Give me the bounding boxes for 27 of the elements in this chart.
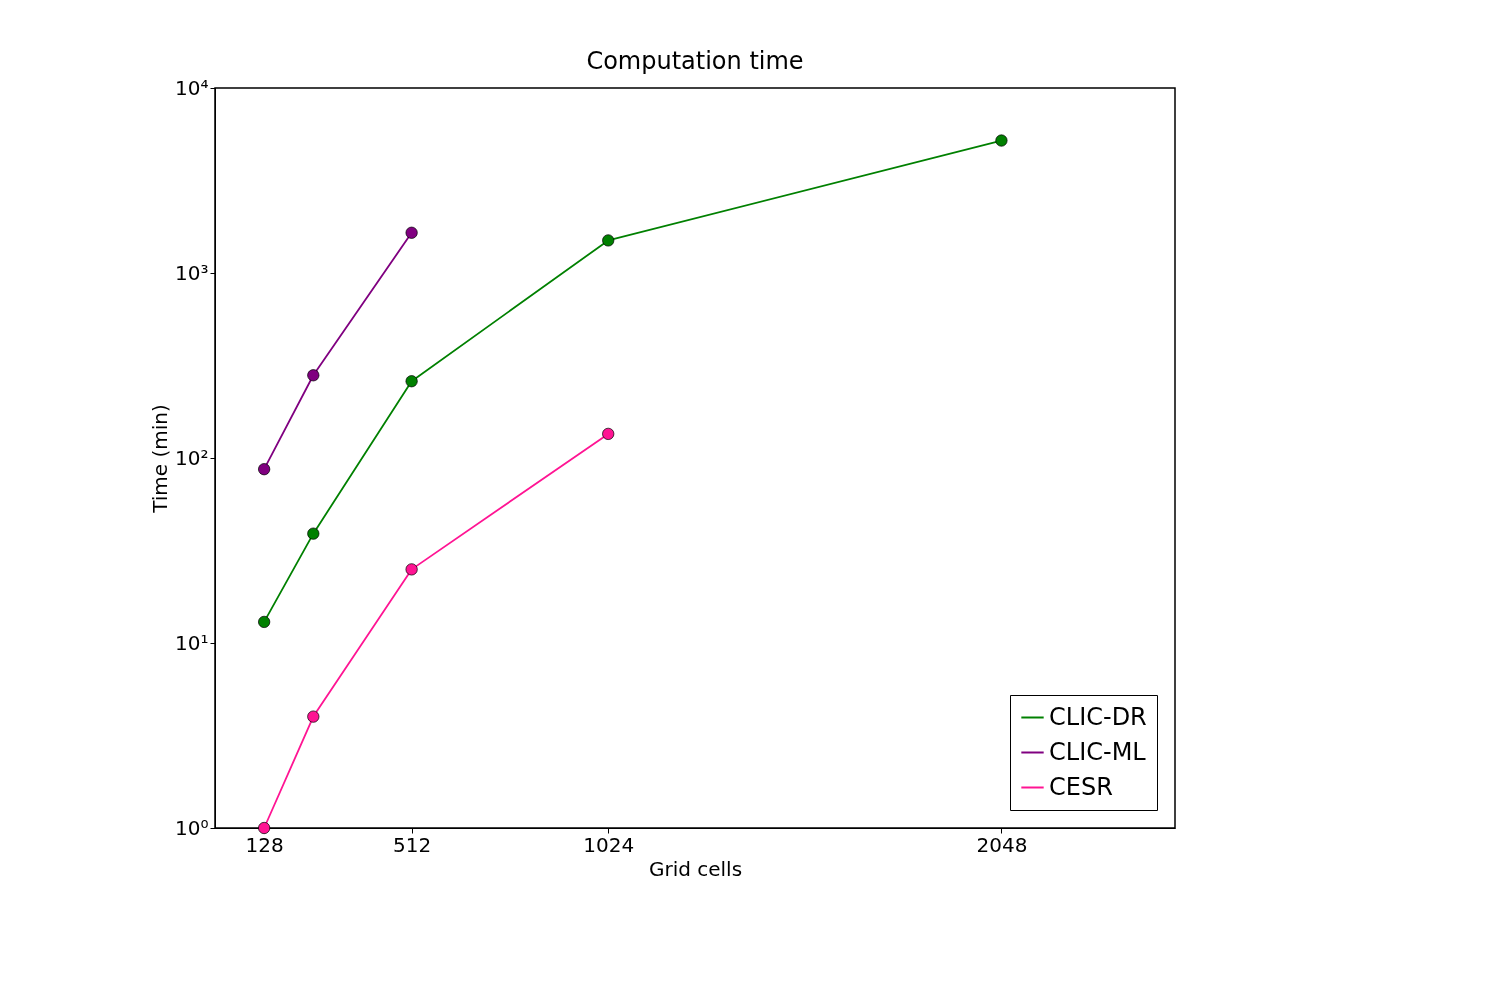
legend-label: CLIC-DR bbox=[1049, 702, 1147, 731]
point bbox=[405, 375, 418, 388]
point bbox=[405, 563, 418, 576]
y-tick-label: 10⁰ bbox=[175, 815, 209, 840]
x-axis-title: Grid cells bbox=[648, 856, 743, 881]
point bbox=[995, 134, 1008, 147]
point bbox=[602, 234, 615, 247]
y-tick-label: 10¹ bbox=[175, 630, 209, 655]
point bbox=[307, 369, 320, 382]
point bbox=[307, 710, 320, 723]
y-tick-label: 10⁴ bbox=[175, 75, 209, 100]
legend-label: CESR bbox=[1049, 772, 1113, 801]
legend-label: CLIC-ML bbox=[1049, 737, 1147, 766]
x-tick-label: 2048 bbox=[976, 832, 1028, 857]
y-tick-label: 10² bbox=[175, 445, 209, 470]
point bbox=[405, 226, 418, 239]
x-tick-label: 512 bbox=[393, 832, 432, 857]
point bbox=[258, 615, 271, 628]
x-tick-label: 1024 bbox=[583, 832, 635, 857]
point bbox=[602, 427, 615, 440]
y-tick-label: 10³ bbox=[175, 260, 209, 285]
point bbox=[258, 463, 271, 476]
point bbox=[258, 821, 271, 835]
point bbox=[307, 527, 320, 540]
y-axis-title: Time (min) bbox=[148, 404, 173, 514]
chart-title: Computation time bbox=[586, 47, 804, 75]
x-tick-label: 128 bbox=[245, 832, 284, 857]
